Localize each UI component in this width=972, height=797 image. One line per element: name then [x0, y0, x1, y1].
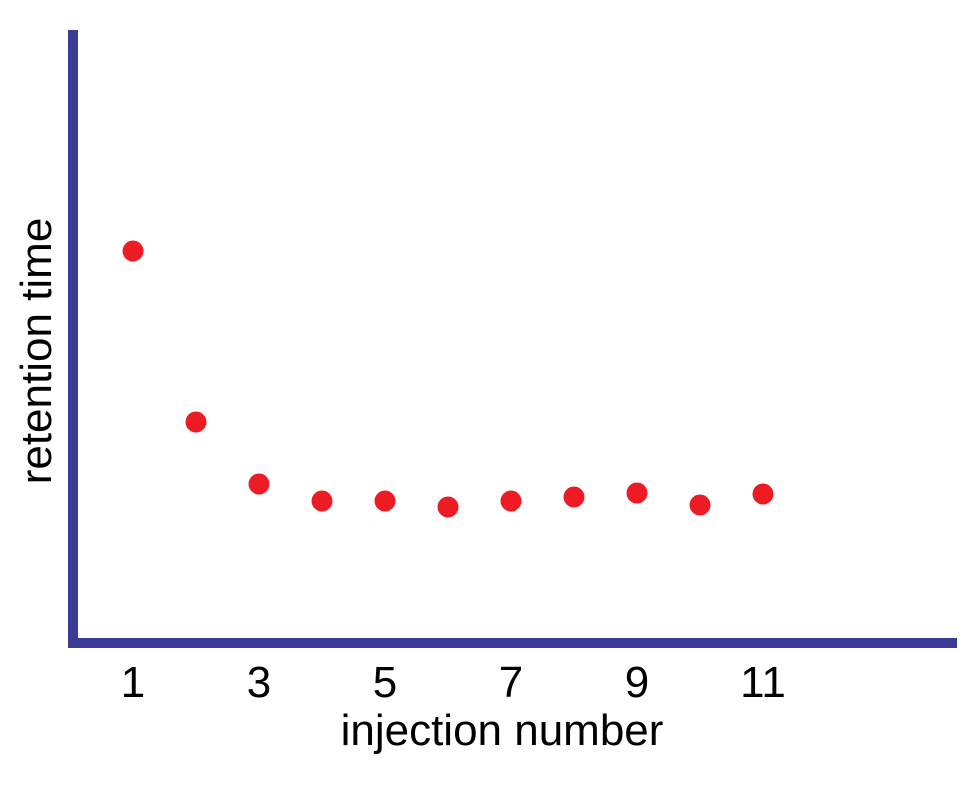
- x-axis-label: injection number: [340, 706, 664, 755]
- data-point: [752, 483, 774, 505]
- data-point: [185, 411, 207, 433]
- data-point: [500, 490, 522, 512]
- x-axis-line: [68, 638, 957, 648]
- data-point: [563, 486, 585, 508]
- data-point: [437, 496, 459, 518]
- data-point: [374, 490, 396, 512]
- y-axis-label: retention time: [12, 217, 61, 485]
- x-tick-label: 7: [498, 658, 524, 707]
- data-point: [248, 473, 270, 495]
- x-tick-label: 3: [246, 658, 272, 707]
- data-point: [626, 482, 648, 504]
- data-point: [122, 240, 144, 262]
- data-point: [689, 494, 711, 516]
- x-tick-label: 11: [740, 658, 786, 707]
- y-axis-line: [68, 30, 78, 648]
- data-point: [311, 490, 333, 512]
- x-tick-label: 5: [372, 658, 398, 707]
- x-tick-label: 9: [624, 658, 650, 707]
- x-tick-label: 1: [120, 658, 146, 707]
